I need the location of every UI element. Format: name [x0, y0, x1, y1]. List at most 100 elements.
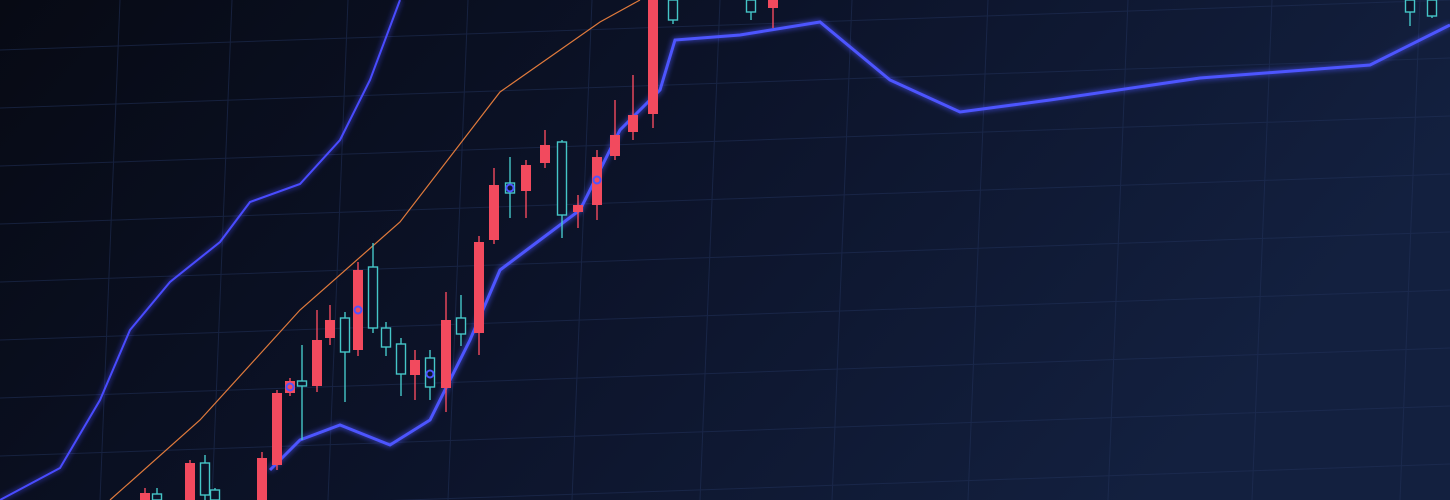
candlestick — [455, 295, 467, 346]
marker — [592, 175, 602, 185]
grid-line — [391, 463, 1450, 500]
candlestick — [272, 390, 282, 470]
candlestick — [521, 160, 531, 218]
candlestick — [257, 452, 267, 500]
candle-body — [151, 493, 163, 500]
candlestick — [140, 488, 150, 500]
candle-body — [296, 380, 308, 387]
marker — [353, 305, 363, 315]
candlestick — [489, 168, 499, 244]
candle-body — [339, 317, 351, 353]
grid-line — [447, 0, 469, 500]
candle-body — [1404, 0, 1416, 13]
grid-line — [0, 289, 1450, 341]
candle-body — [380, 327, 392, 348]
grid-line — [0, 115, 1450, 167]
grid-line — [967, 0, 989, 500]
upper-band — [0, 0, 401, 500]
candle-body — [325, 320, 335, 338]
grid-line — [0, 0, 1450, 51]
candlestick — [151, 488, 163, 500]
candle-body — [455, 317, 467, 335]
grid-line — [327, 0, 349, 500]
candle-body — [521, 165, 531, 191]
candlestick — [573, 195, 583, 228]
candlestick — [610, 100, 620, 160]
grid-line — [1251, 0, 1273, 500]
grid-line — [0, 231, 1450, 283]
candlestick — [185, 460, 195, 500]
candlestick — [424, 350, 436, 400]
candlestick — [540, 130, 550, 168]
candle-body — [556, 141, 568, 216]
candle-body — [441, 320, 451, 388]
grid-line — [0, 347, 1450, 399]
marker — [505, 183, 515, 193]
candlestick — [556, 140, 568, 238]
candle-body — [395, 343, 407, 375]
grid-line — [211, 0, 233, 500]
candle-body — [540, 145, 550, 163]
candle-body — [1426, 0, 1438, 17]
candlestick — [1404, 0, 1416, 26]
candlestick — [768, 0, 778, 28]
candle-body — [474, 242, 484, 333]
candlestick — [745, 0, 757, 20]
candle-body — [573, 205, 583, 212]
candle-body — [489, 185, 499, 240]
grid-line — [0, 173, 1450, 225]
candle-body — [285, 381, 295, 393]
candle-body — [667, 0, 679, 21]
candlestick — [410, 350, 420, 400]
candle-body — [592, 157, 602, 205]
grid-line — [0, 57, 1450, 109]
candlestick — [628, 75, 638, 140]
candlestick — [380, 322, 392, 356]
candle-body — [424, 357, 436, 388]
candlestick — [285, 378, 295, 396]
candle-body — [768, 0, 778, 8]
candlestick — [199, 455, 211, 500]
candlestick — [474, 236, 484, 355]
candle-body — [648, 0, 658, 114]
candle-body — [745, 0, 757, 13]
candles — [140, 0, 1438, 500]
grid-line — [1399, 0, 1421, 500]
candle-body — [185, 463, 195, 500]
moving-average — [109, 0, 641, 500]
grid-line — [1107, 0, 1129, 500]
candlestick — [339, 312, 351, 402]
candle-body — [353, 270, 363, 350]
candle-body — [410, 360, 420, 375]
candle-body — [272, 393, 282, 465]
lower-band — [268, 20, 1450, 472]
candlestick — [648, 0, 658, 128]
candlestick — [325, 305, 335, 345]
candlestick — [296, 345, 308, 440]
grid-line — [571, 0, 593, 500]
candle-body — [199, 462, 211, 496]
candlestick — [395, 338, 407, 396]
candle-body — [367, 266, 379, 329]
candle-body — [140, 493, 150, 500]
candlestick — [592, 150, 602, 220]
candlestick — [367, 243, 379, 333]
candle-body — [312, 340, 322, 386]
candlestick — [1426, 0, 1438, 18]
candlestick — [209, 488, 221, 500]
marker — [285, 382, 295, 392]
grid-line — [99, 0, 121, 500]
grid-line — [0, 405, 1450, 457]
candlestick — [312, 310, 322, 392]
candle-body — [257, 458, 267, 500]
marker — [425, 369, 435, 379]
candle-body — [628, 115, 638, 132]
candlestick — [353, 262, 363, 356]
grid-line — [831, 0, 853, 500]
candle-body — [209, 489, 221, 500]
candlestick — [441, 292, 451, 412]
